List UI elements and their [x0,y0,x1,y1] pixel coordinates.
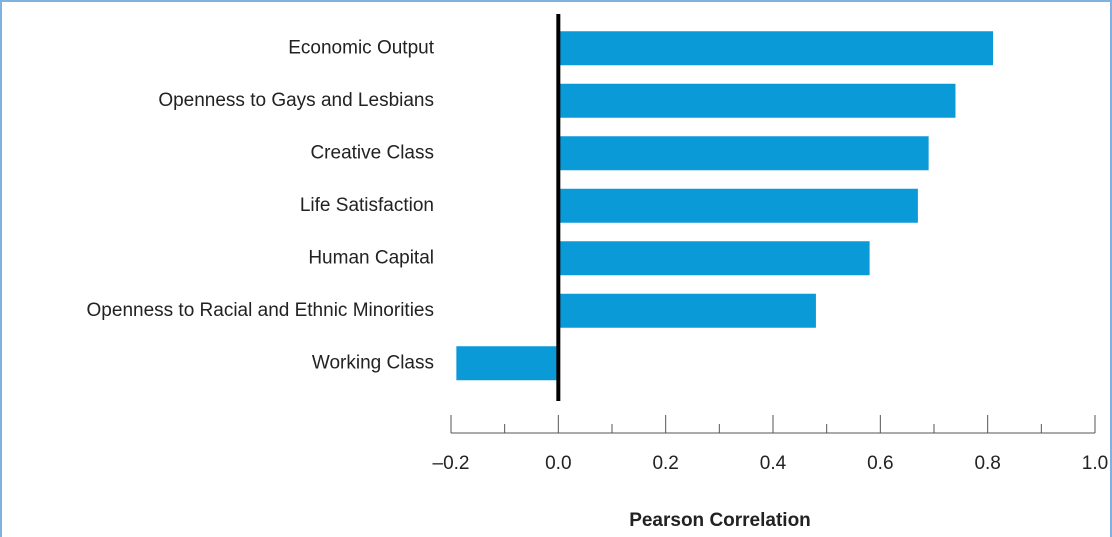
x-tick-label: 0.0 [545,453,571,474]
bar [558,241,870,276]
y-tick-label: Creative Class [310,142,434,163]
y-tick-label: Life Satisfaction [300,195,434,216]
bar [558,136,929,171]
y-tick-label: Economic Output [288,37,434,58]
x-tick-label: 0.8 [974,453,1000,474]
y-tick-label: Openness to Racial and Ethnic Minorities [87,300,434,321]
y-tick-label: Working Class [312,352,434,373]
bar [456,346,559,381]
x-tick-label: 0.4 [760,453,787,474]
x-tick-label: 0.6 [867,453,893,474]
bar [558,188,918,223]
y-tick-label: Human Capital [308,247,434,268]
x-tick-label: 0.2 [652,453,678,474]
x-tick-label: –0.2 [433,453,470,474]
bar [558,31,994,66]
bar [558,83,956,118]
x-tick-label: 1.0 [1082,453,1108,474]
bar [558,293,816,328]
y-tick-label: Openness to Gays and Lesbians [158,90,434,111]
x-axis-title: Pearson Correlation [629,510,811,531]
